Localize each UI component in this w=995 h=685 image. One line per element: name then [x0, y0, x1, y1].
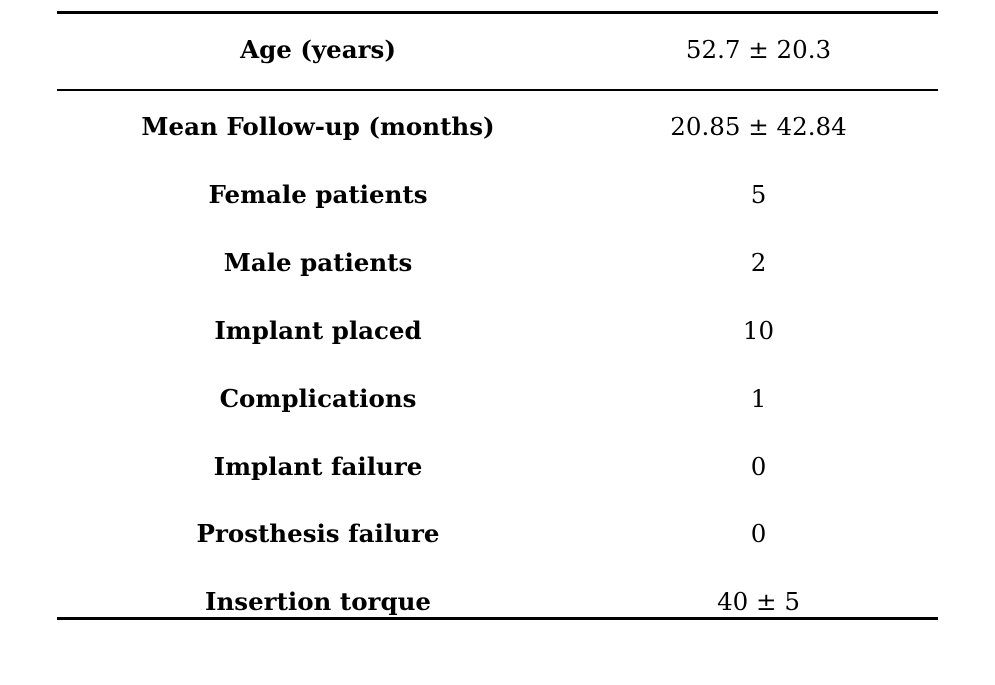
- row-label: Male patients: [223, 248, 413, 277]
- row-value: 0: [750, 452, 767, 481]
- row-value: 1: [750, 384, 767, 413]
- row-value: 2: [750, 248, 767, 277]
- table-header-row: Age (years) 52.7 ± 20.3: [57, 20, 938, 80]
- row-value: 10: [742, 316, 775, 345]
- row-value: 40 ± 5: [717, 587, 800, 616]
- row-value: 0: [750, 519, 767, 548]
- header-value: 52.7 ± 20.3: [685, 35, 832, 64]
- table-row: Female patients 5: [57, 165, 938, 225]
- row-label: Female patients: [208, 180, 428, 209]
- table-row: Implant placed 10: [57, 301, 938, 361]
- table-top-rule: [57, 11, 938, 14]
- table-row: Implant failure 0: [57, 437, 938, 497]
- row-label: Complications: [219, 384, 417, 413]
- table-row: Complications 1: [57, 369, 938, 429]
- table-row: Male patients 2: [57, 233, 938, 293]
- table-row: Prosthesis failure 0: [57, 504, 938, 564]
- row-label: Implant failure: [213, 452, 423, 481]
- row-value: 20.85 ± 42.84: [670, 112, 847, 141]
- table-row: Mean Follow-up (months) 20.85 ± 42.84: [57, 97, 938, 157]
- table-row: Insertion torque 40 ± 5: [57, 572, 938, 632]
- row-label: Mean Follow-up (months): [141, 112, 495, 141]
- row-value: 5: [750, 180, 767, 209]
- table-bottom-rule: [57, 617, 938, 620]
- row-label: Implant placed: [214, 316, 422, 345]
- header-label: Age (years): [240, 35, 396, 64]
- row-label: Prosthesis failure: [196, 519, 440, 548]
- row-label: Insertion torque: [205, 587, 431, 616]
- table-header-rule: [57, 89, 938, 91]
